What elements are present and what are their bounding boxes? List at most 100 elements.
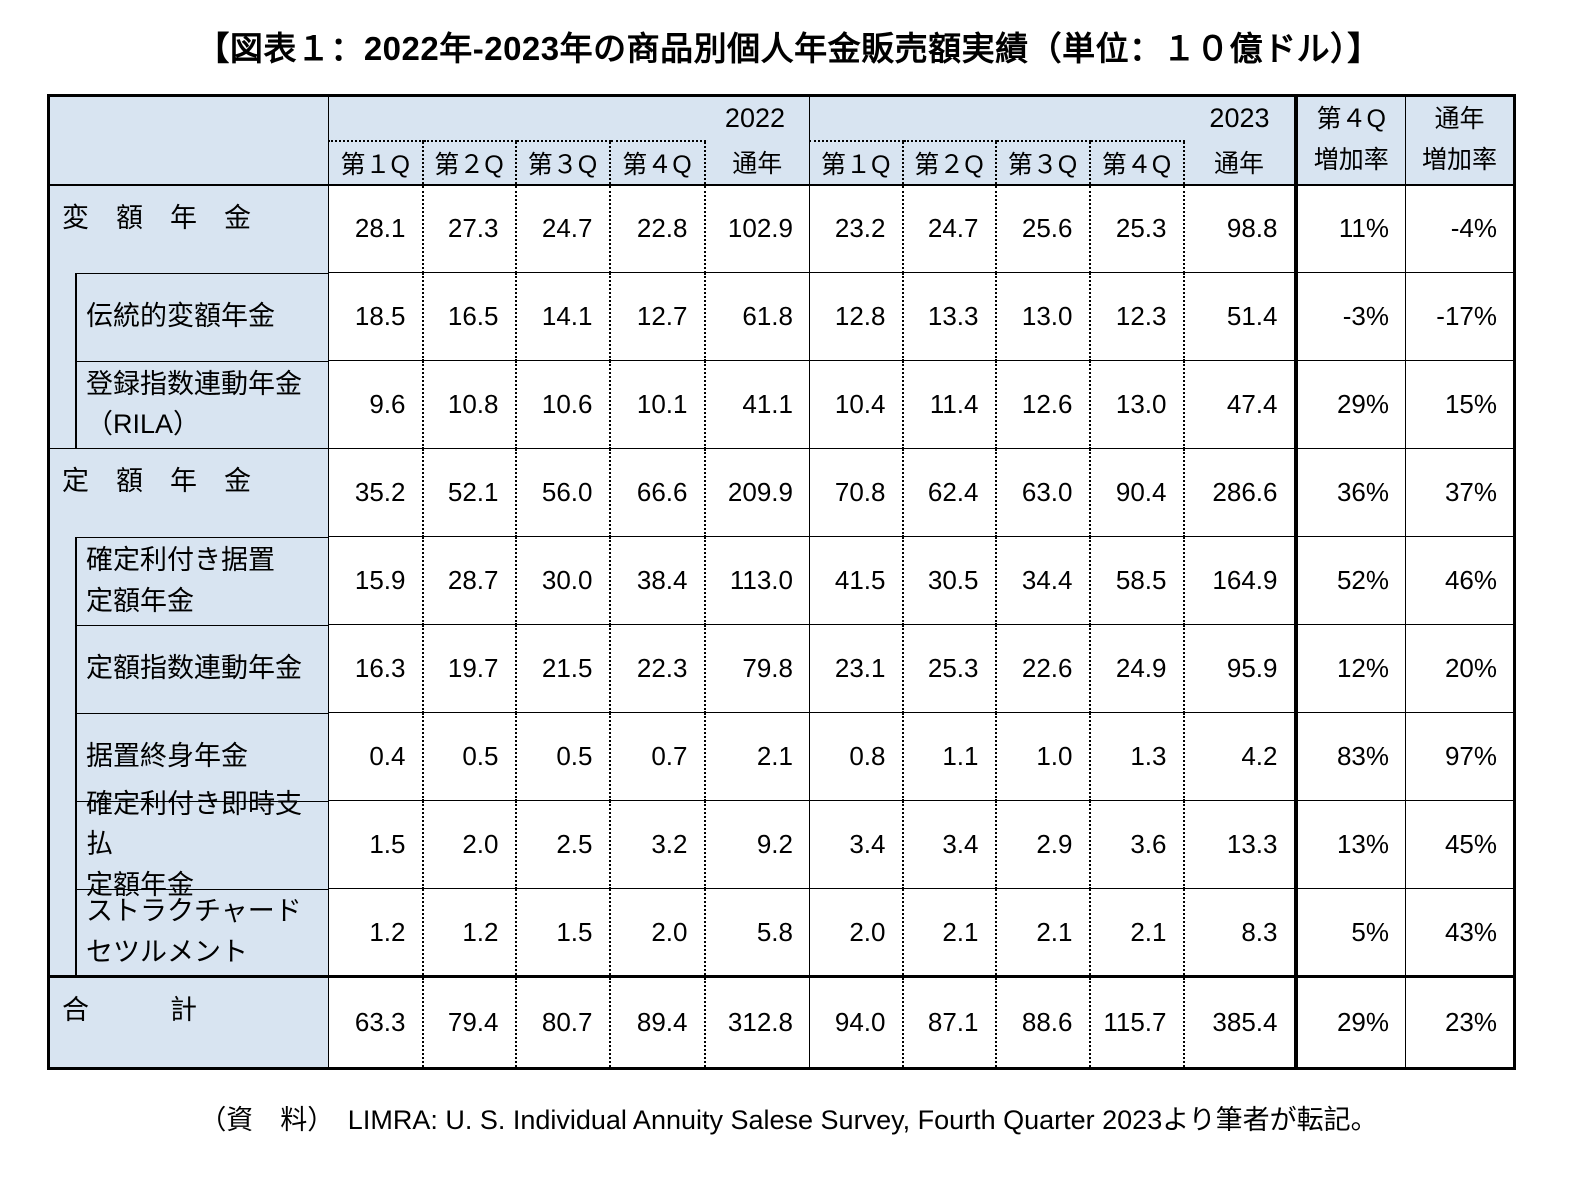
annuity-sales-table: 2022 2023 第４Q 増加率 通年 増加率 第１Q 第２Q 第３Q 第４Q… [47,94,1516,1070]
sales-value-cell: 3.6 [1088,800,1184,889]
sales-value-cell: 22.6 [994,624,1090,713]
row-label-wrap: 合 計 [50,978,328,1067]
sales-value-cell: 88.6 [994,975,1090,1069]
sales-value-cell: 102.9 [703,183,810,273]
row-label-wrap: 登録指数連動年金 （RILA） [50,361,328,449]
header-2022-q4: 第４Q [608,139,705,185]
header-2022-q3: 第３Q [514,139,610,185]
sales-value-cell: 90.4 [1088,448,1184,537]
growth-value-cell: 23% [1405,975,1515,1069]
sales-value-cell: 24.7 [514,183,610,273]
sales-value-cell: 63.3 [328,975,423,1069]
sales-value-cell: 56.0 [514,448,610,537]
sales-value-cell: 62.4 [901,448,996,537]
growth-value-cell: 11% [1293,183,1406,273]
growth-value-cell: -17% [1405,272,1515,361]
indent-line [75,272,328,361]
sales-value-cell: 2.0 [421,800,516,889]
row-label-cell: 登録指数連動年金 （RILA） [48,360,329,449]
header-2022-q1: 第１Q [328,139,423,185]
sales-value-cell: 3.4 [809,800,903,889]
header-2023-q1: 第１Q [809,139,903,185]
table-row: 伝統的変額年金 18.5 16.5 14.1 12.7 61.8 12.8 13.3 13.0 1… [48,272,1515,361]
sales-value-cell: 1.5 [514,888,610,977]
annual-growth-header-line1: 通年 [1434,105,1485,133]
row-label-wrap: 変 額 年 金 [50,186,328,273]
header-row-quarters: 第１Q 第２Q 第３Q 第４Q 通年 第１Q 第２Q 第３Q 第４Q 通年 [49,139,1515,185]
sales-value-cell: 1.5 [328,800,423,889]
sales-value-cell: 12.7 [608,272,705,361]
row-label-wrap: 確定利付き即時支払定額年金 [50,789,328,900]
row-label: 定 額 年 金 [62,466,251,496]
sales-value-cell: 61.8 [703,272,810,361]
sales-value-cell: 13.0 [994,272,1090,361]
year-2022-header: 2022 [328,95,810,141]
sales-value-cell: 2.0 [809,888,903,977]
row-label: 登録指数連動年金 [86,368,302,399]
sales-value-cell: 2.1 [901,888,996,977]
row-label: 合 計 [62,995,197,1025]
row-label-cell: 変 額 年 金 [48,183,329,273]
sales-value-cell: 21.5 [514,624,610,713]
sales-value-cell: 27.3 [421,183,516,273]
row-label-line2: 定額年金 [86,869,194,900]
row-label-cell: 確定利付き即時支払定額年金 [48,789,329,900]
growth-value-cell: 29% [1293,360,1406,449]
growth-value-cell: 52% [1293,536,1406,625]
page-title: 【図表１：2022年-2023年の商品別個人年金販売額実績（単位：１０億ドル）】 [196,30,1381,67]
sales-value-cell: 3.2 [608,800,705,889]
row-label: 確定利付き即時支払 [86,788,302,860]
row-label: 据置終身年金 [86,741,248,772]
table-row: 確定利付き即時支払 定額年金 1.5 2.0 2.5 3.2 9.2 3.4 3.4 2.9 3.6… [48,789,1515,900]
sales-value-cell: 0.5 [514,712,610,801]
growth-value-cell: 97% [1405,712,1515,801]
growth-value-cell: 5% [1293,888,1406,977]
annual-growth-header: 通年 増加率 [1405,95,1515,185]
sales-value-cell: 11.4 [901,360,996,449]
header-2023-q2: 第２Q [901,139,996,185]
sales-value-cell: 89.4 [608,975,705,1069]
sales-value-cell: 23.1 [809,624,903,713]
growth-value-cell: 45% [1405,800,1515,889]
growth-value-cell: 12% [1293,624,1406,713]
sales-value-cell: 22.3 [608,624,705,713]
sales-value-cell: 25.3 [1088,183,1184,273]
sales-value-cell: 9.2 [703,800,810,889]
sales-value-cell: 28.7 [421,536,516,625]
sales-value-cell: 9.6 [328,360,423,449]
sales-value-cell: 2.0 [608,888,705,977]
sales-value-cell: 2.1 [703,712,810,801]
sales-value-cell: 0.5 [421,712,516,801]
row-label-cell: ストラクチャード セツルメント [48,888,329,977]
sales-value-cell: 1.2 [421,888,516,977]
sales-value-cell: 286.6 [1182,448,1296,537]
row-label-cell: 確定利付き据置 定額年金 [48,536,329,625]
indent-line [75,536,328,625]
table-row: 登録指数連動年金 （RILA） 9.6 10.8 10.6 10.1 41.1 10.4 11.… [48,360,1515,449]
header-2022-q2: 第２Q [421,139,516,185]
sales-value-cell: 38.4 [608,536,705,625]
sales-value-cell: 10.1 [608,360,705,449]
sales-value-cell: 79.8 [703,624,810,713]
sales-value-cell: 34.4 [994,536,1090,625]
sales-value-cell: 95.9 [1182,624,1296,713]
row-label: 確定利付き据置 [86,545,275,575]
sales-value-cell: 12.3 [1088,272,1184,361]
sales-value-cell: 30.0 [514,536,610,625]
row-label-cell: 合 計 [48,975,329,1069]
sales-value-cell: 98.8 [1182,183,1296,273]
sales-value-cell: 1.1 [901,712,996,801]
row-label: 伝統的変額年金 [86,301,275,332]
row-label: 定額指数連動年金 [86,653,302,684]
q4-growth-header-line2: 増加率 [1313,146,1389,175]
sales-value-cell: 13.3 [1182,800,1296,889]
row-label-wrap: 確定利付き据置 定額年金 [50,537,328,625]
growth-value-cell: 29% [1293,975,1406,1069]
row-label-wrap: 据置終身年金 [50,713,328,801]
sales-value-cell: 13.0 [1088,360,1184,449]
indent-line [75,800,328,889]
sales-value-cell: 70.8 [809,448,903,537]
sales-value-cell: 8.3 [1182,888,1296,977]
row-label-cell: 伝統的変額年金 [48,272,329,361]
